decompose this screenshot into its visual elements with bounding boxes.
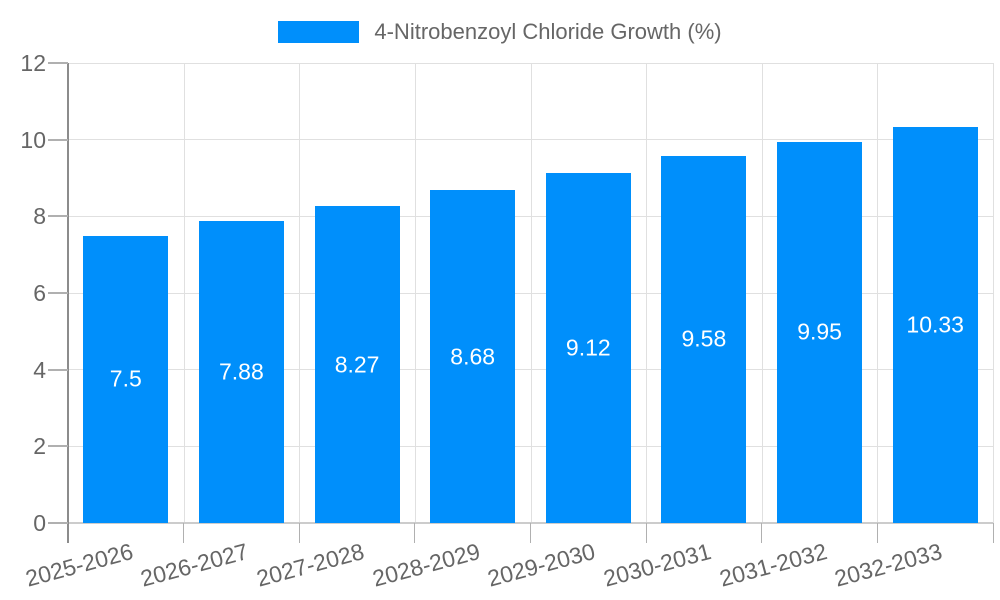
x-tick-label: 2030-2031	[600, 538, 714, 592]
x-tick-label: 2027-2028	[253, 538, 367, 592]
y-tick	[48, 292, 68, 294]
y-axis-line	[67, 63, 69, 543]
bar[interactable]: 7.5	[83, 235, 169, 523]
bar-value-label: 8.68	[450, 343, 496, 370]
x-tick-label: 2026-2027	[138, 538, 252, 592]
x-tick-label: 2029-2030	[485, 538, 599, 592]
x-tick	[298, 523, 300, 543]
bar[interactable]: 7.88	[198, 220, 284, 523]
bar-value-label: 10.33	[906, 311, 964, 338]
legend-label: 4-Nitrobenzoyl Chloride Growth (%)	[374, 19, 722, 44]
y-tick	[48, 62, 68, 64]
x-tick	[414, 523, 416, 543]
bar[interactable]: 8.27	[314, 206, 400, 523]
x-tick	[992, 523, 994, 543]
v-gridline	[414, 63, 416, 523]
v-gridline	[183, 63, 185, 523]
bar-value-label: 7.5	[109, 365, 142, 392]
v-gridline	[877, 63, 879, 523]
y-tick	[48, 445, 68, 448]
x-tick	[530, 523, 531, 543]
y-tick	[48, 368, 68, 371]
v-gridline	[646, 63, 648, 523]
v-gridline	[530, 63, 532, 523]
x-tick-label: 2028-2029	[369, 538, 483, 592]
bar-value-label: 9.12	[565, 334, 611, 361]
y-tick	[48, 215, 68, 218]
bar-value-label: 9.95	[797, 318, 842, 345]
bar[interactable]: 10.33	[892, 127, 978, 523]
legend-item[interactable]: 4-Nitrobenzoyl Chloride Growth (%)	[0, 16, 1000, 48]
legend-swatch	[278, 21, 360, 43]
y-tick-label: 4	[33, 356, 46, 383]
x-tick	[761, 523, 763, 543]
bar[interactable]: 8.68	[430, 190, 516, 523]
bar-value-label: 8.27	[334, 351, 380, 377]
bar[interactable]: 9.58	[661, 155, 747, 523]
v-gridline	[299, 63, 301, 523]
v-gridline	[993, 63, 994, 523]
bar-value-label: 9.58	[681, 325, 727, 352]
y-tick	[48, 522, 68, 524]
y-tick-label: 2	[33, 433, 46, 460]
x-tick-label: 2025-2026	[22, 538, 136, 592]
bar[interactable]: 9.12	[545, 173, 631, 523]
y-tick-label: 8	[33, 203, 46, 230]
x-tick	[876, 523, 878, 543]
y-tick-label: 10	[20, 126, 46, 153]
y-tick	[48, 138, 68, 141]
y-tick-label: 12	[20, 50, 46, 76]
x-tick-label: 2031-2032	[716, 538, 830, 592]
y-tick-label: 0	[33, 510, 46, 536]
bar[interactable]: 9.95	[777, 141, 863, 523]
v-gridline	[761, 63, 763, 523]
x-tick-label: 2032-2033	[831, 538, 945, 592]
y-tick-label: 6	[33, 280, 46, 306]
x-axis-line	[48, 522, 993, 524]
bar-value-label: 7.88	[219, 358, 264, 385]
x-tick	[645, 523, 647, 543]
x-tick	[183, 523, 185, 543]
